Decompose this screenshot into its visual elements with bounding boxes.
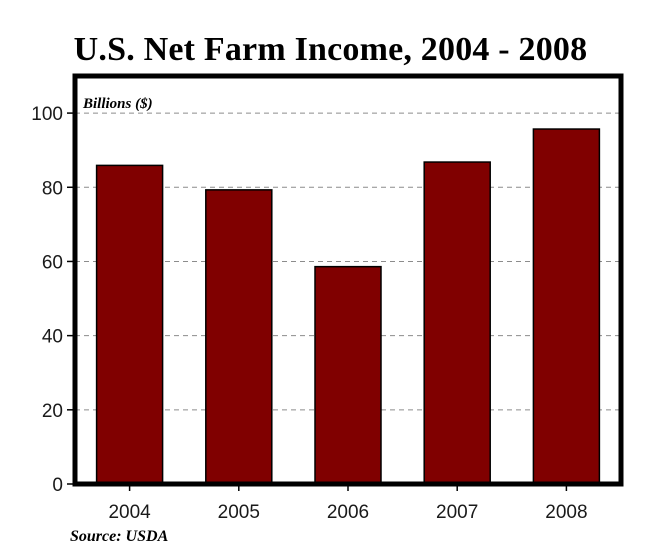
x-tick-label: 2007: [436, 502, 478, 523]
bar-2007: [423, 161, 491, 485]
x-axis: 2004 2005 2006 2007 2008: [108, 484, 588, 523]
y-unit-label: Billions ($): [82, 96, 153, 112]
x-tick-label: 2004: [108, 502, 151, 523]
y-tick-label: 20: [42, 401, 63, 422]
bar-2005: [205, 189, 273, 485]
bar-2006: [314, 265, 382, 485]
y-tick-label: 40: [42, 327, 63, 348]
bars: [95, 128, 601, 485]
chart-title: U.S. Net Farm Income, 2004 - 2008: [73, 31, 588, 68]
plot-frame: [72, 73, 624, 487]
y-tick-label: 0: [52, 475, 63, 496]
y-tick-label: 80: [42, 178, 63, 199]
source-note: Source: USDA: [70, 528, 169, 545]
x-tick-label: 2008: [545, 502, 587, 523]
bar-2004: [95, 164, 164, 485]
y-axis: 0 20 40 60 80 100: [31, 104, 75, 496]
x-tick-label: 2005: [218, 502, 260, 523]
y-tick-label: 100: [31, 104, 63, 125]
bar-2008: [532, 128, 601, 485]
y-tick-label: 60: [42, 252, 63, 273]
x-tick-label: 2006: [327, 502, 369, 523]
